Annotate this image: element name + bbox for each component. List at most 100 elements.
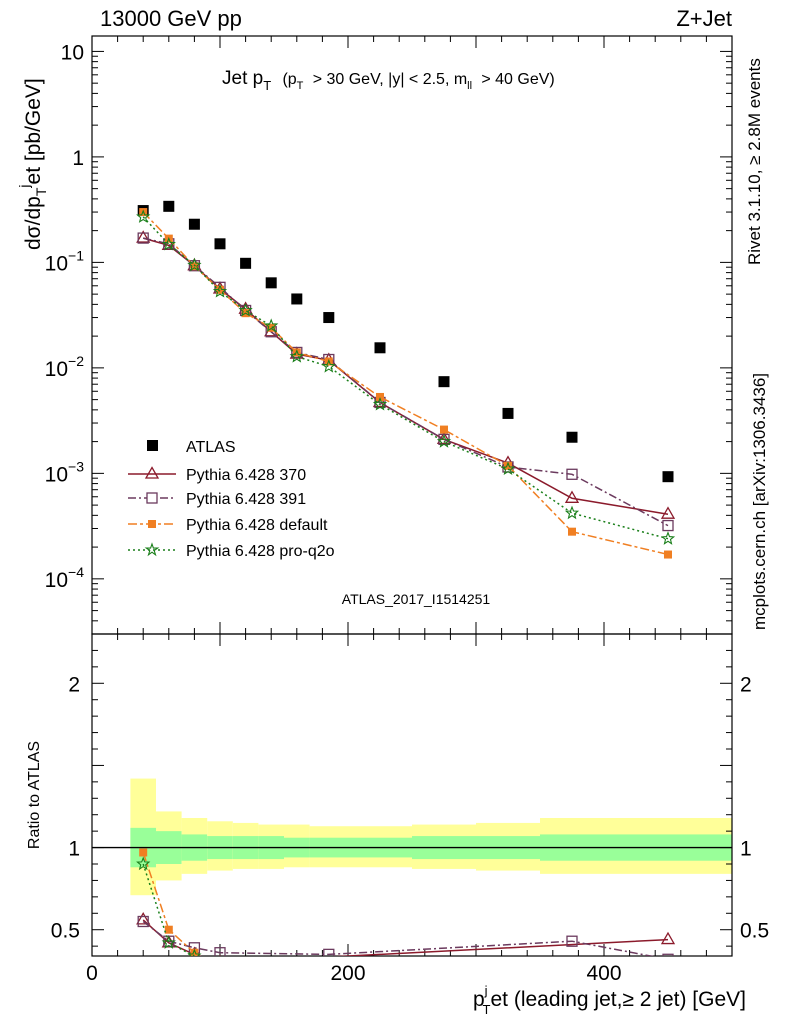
header-left: 13000 GeV pp xyxy=(100,6,242,31)
legend-item-pdefault: Pythia 6.428 default xyxy=(128,517,328,534)
data-point xyxy=(139,848,148,857)
series-line-pq2o xyxy=(142,216,669,540)
data-point xyxy=(662,519,674,532)
data-point xyxy=(216,285,224,294)
legend-label-p370: Pythia 6.428 370 xyxy=(186,467,306,484)
data-point xyxy=(163,200,175,212)
data-point xyxy=(214,947,226,956)
data-point xyxy=(289,349,304,363)
main-ytick-label: 1 xyxy=(72,147,84,170)
ratio-series-p370 xyxy=(136,912,676,956)
ratio-series-pdefault xyxy=(139,848,199,956)
mcplots-label: mcplots.cern.ch [arXiv:1306.3436] xyxy=(750,373,769,630)
legend-star-marker xyxy=(144,542,160,557)
data-point xyxy=(238,302,253,317)
data-point xyxy=(321,358,336,373)
main-ytick-label: 10−3 xyxy=(45,458,85,486)
header-right: Z+Jet xyxy=(676,6,732,31)
ratio-uncertainty-bands xyxy=(130,778,732,896)
data-point xyxy=(187,257,202,272)
main-ytick-label: 10 xyxy=(61,41,84,64)
data-point xyxy=(161,236,176,251)
data-point xyxy=(660,531,676,545)
ratio-xlabel: pj Tet (leading jet,≥ 2 jet) [GeV] xyxy=(473,983,746,1017)
data-point xyxy=(566,431,578,443)
data-point xyxy=(264,318,279,332)
data-point xyxy=(212,283,228,298)
data-point xyxy=(564,490,580,503)
data-point xyxy=(267,323,276,332)
data-point xyxy=(187,948,202,956)
data-point xyxy=(436,434,452,448)
legend-label-p391: Pythia 6.428 391 xyxy=(186,491,306,508)
data-point xyxy=(372,397,388,411)
ratio-ytick-label: 2 xyxy=(68,673,80,696)
ratio-series-pq2o xyxy=(136,856,202,956)
data-point xyxy=(504,461,512,470)
data-point xyxy=(438,376,450,388)
data-point xyxy=(240,257,252,269)
data-point xyxy=(323,312,335,324)
data-point xyxy=(662,471,674,483)
legend-item-p370: Pythia 6.428 370 xyxy=(128,466,306,484)
ratio-xtick-label: 0 xyxy=(86,962,98,985)
legend-label-pdefault: Pythia 6.428 default xyxy=(186,517,328,534)
data-point xyxy=(566,935,578,947)
main-ytick-label: 10−4 xyxy=(45,564,85,592)
data-point xyxy=(188,218,200,230)
ratio-plot: 0 200 400 0.5 0.5 1 1 2 2 xyxy=(51,633,769,985)
data-point xyxy=(374,342,386,354)
data-point xyxy=(136,912,151,925)
data-point xyxy=(219,954,221,956)
data-point xyxy=(164,925,173,934)
data-point xyxy=(161,935,176,949)
ratio-series-group xyxy=(136,848,676,956)
data-point xyxy=(664,550,672,559)
legend-label-pq2o: Pythia 6.428 pro-q2o xyxy=(186,543,335,560)
legend-item-pq2o: Pythia 6.428 pro-q2o xyxy=(128,542,335,560)
data-point xyxy=(137,232,149,244)
ratio-ytick-label: 1 xyxy=(68,838,80,861)
series-p391 xyxy=(137,232,674,532)
data-point xyxy=(292,348,301,357)
data-point xyxy=(502,407,514,419)
data-point xyxy=(568,527,576,536)
data-point xyxy=(662,953,674,956)
data-point xyxy=(440,425,448,434)
data-point xyxy=(376,392,384,401)
legend-item-atlas: ATLAS xyxy=(147,439,236,456)
data-point xyxy=(291,346,303,359)
ratio-frame xyxy=(91,633,733,957)
data-point xyxy=(265,277,277,289)
ratio-ytick-label-right: 1 xyxy=(740,838,752,861)
ratio-xtick-label: 400 xyxy=(586,962,621,985)
ratio-ytick-label-right: 0.5 xyxy=(740,920,769,943)
ratio-xtick-label: 200 xyxy=(330,962,365,985)
ratio-ytick-label: 0.5 xyxy=(51,920,80,943)
ratio-ytick-label-right: 2 xyxy=(740,673,752,696)
legend-item-p391: Pythia 6.428 391 xyxy=(128,491,306,508)
data-point xyxy=(566,468,578,480)
main-ylabel: dσ/dpTjet [pb/GeV] xyxy=(16,78,49,250)
ratio-series-p391 xyxy=(137,915,674,956)
data-point xyxy=(323,948,335,956)
data-point xyxy=(291,293,303,305)
data-point xyxy=(137,915,149,928)
main-ytick-label: 10−2 xyxy=(45,353,85,381)
main-title: Jet pT (pT > 30 GeV, |y| < 2.5, mll > 40… xyxy=(222,68,555,95)
data-point xyxy=(136,230,151,243)
rivet-label: Rivet 3.1.10, ≥ 2.8M events xyxy=(745,58,764,265)
data-point xyxy=(500,461,516,475)
legend-label-atlas: ATLAS xyxy=(186,439,236,456)
data-point xyxy=(660,506,676,519)
data-point xyxy=(190,948,199,956)
main-plot: 10 1 10−1 10−2 10−3 10−4 xyxy=(45,35,733,635)
series-pq2o xyxy=(136,209,676,545)
main-ytick-label: 10−1 xyxy=(45,247,85,275)
data-point xyxy=(564,505,580,520)
data-point xyxy=(136,856,151,871)
legend: ATLAS Pythia 6.428 370 Pythia 6.428 391 … xyxy=(128,439,335,560)
data-point xyxy=(136,209,151,223)
ratio-line-pdefault xyxy=(142,852,195,954)
